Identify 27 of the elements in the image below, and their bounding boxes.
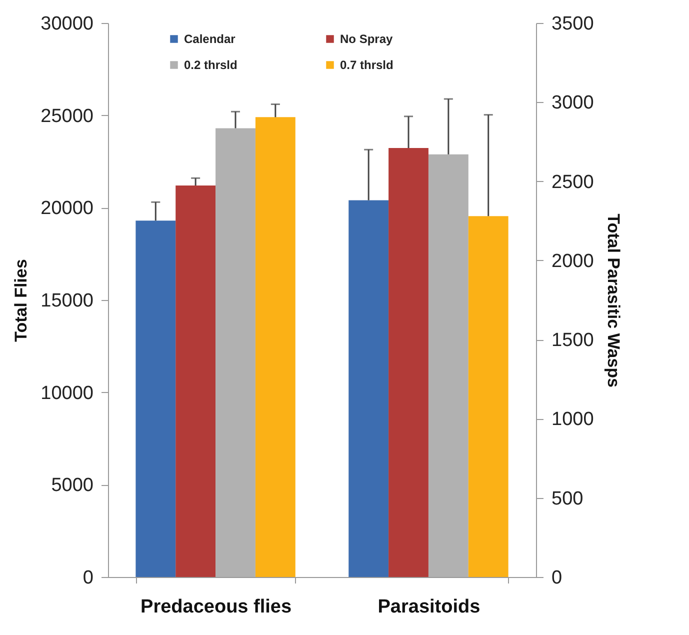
bar — [216, 128, 256, 577]
legend-label: 0.7 thrsld — [340, 58, 394, 72]
y2-tick-label: 1000 — [552, 409, 594, 430]
x-tick-label: Predaceous flies — [140, 596, 292, 618]
y-axis-title: Total Flies — [12, 259, 31, 342]
legend-label: Calendar — [184, 32, 236, 46]
bar — [136, 220, 176, 577]
x-tick-label: Parasitoids — [378, 596, 480, 618]
y-tick-label: 30000 — [40, 14, 94, 34]
y2-tick-label: 3500 — [552, 14, 594, 34]
y-tick-label: 15000 — [40, 290, 94, 312]
y-tick-label: 0 — [82, 568, 94, 588]
y-tick-label: 10000 — [40, 382, 94, 404]
y2-tick-label: 2500 — [552, 172, 594, 193]
y-tick-label: 5000 — [51, 475, 94, 496]
bar — [255, 117, 296, 577]
y-tick-label: 25000 — [40, 106, 94, 127]
legend-label: No Spray — [340, 32, 394, 46]
y2-tick-label: 0 — [552, 568, 562, 588]
y2-tick-label: 500 — [552, 488, 584, 510]
y2-axis-title: Total Parasitic Wasps — [604, 214, 623, 388]
y2-tick-label: 1500 — [552, 330, 594, 352]
y-tick-label: 20000 — [40, 198, 94, 220]
bar — [176, 186, 216, 577]
legend-label: 0.2 thrsld — [184, 58, 238, 72]
y2-tick-label: 3000 — [552, 92, 594, 114]
y2-tick-label: 2000 — [552, 250, 594, 272]
